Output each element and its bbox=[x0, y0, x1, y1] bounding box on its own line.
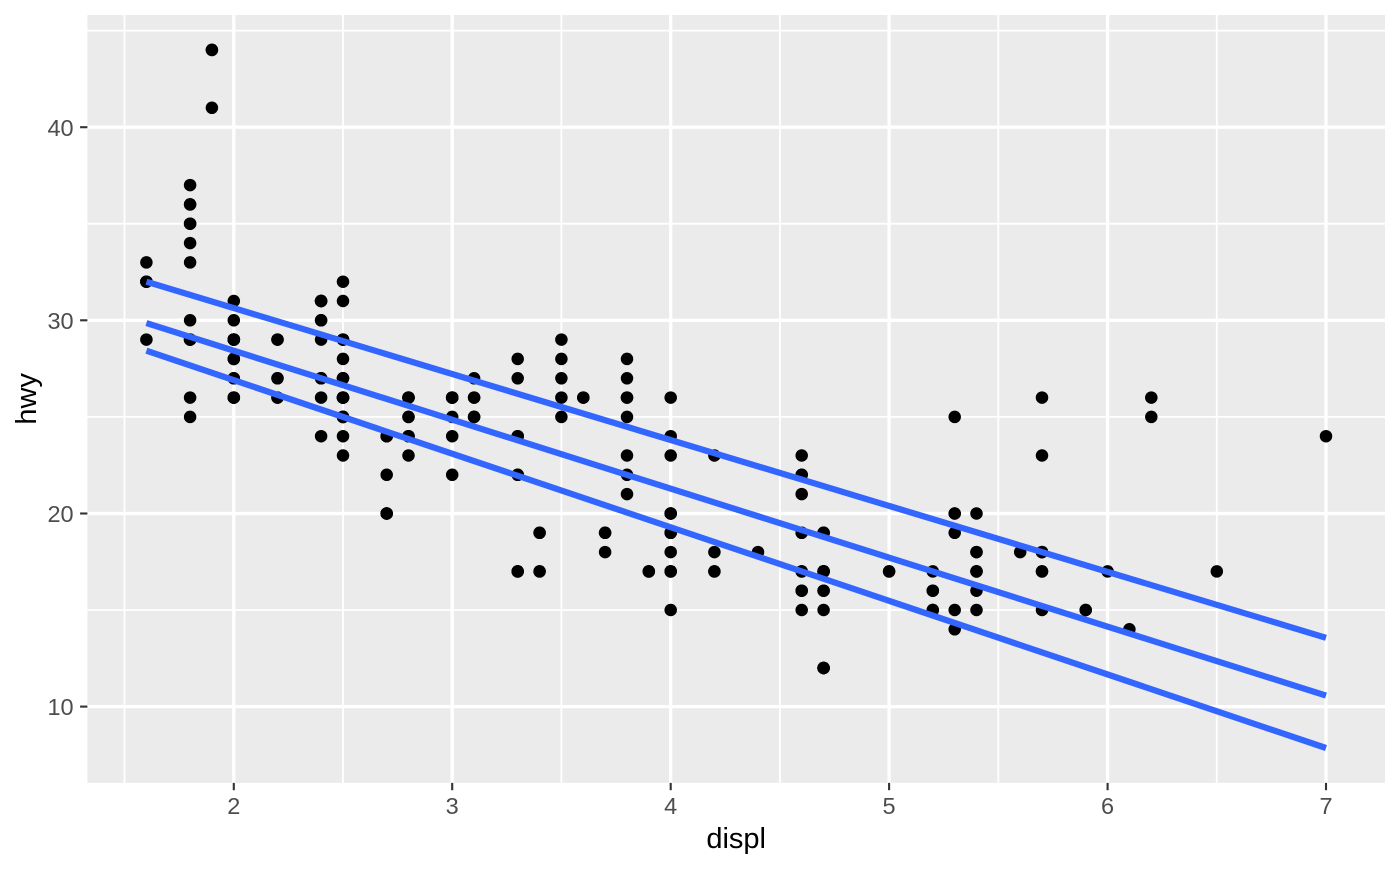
svg-text:30: 30 bbox=[47, 308, 73, 334]
svg-text:5: 5 bbox=[883, 793, 896, 819]
svg-text:3: 3 bbox=[446, 793, 459, 819]
svg-text:40: 40 bbox=[47, 115, 73, 141]
svg-text:2: 2 bbox=[227, 793, 240, 819]
svg-text:6: 6 bbox=[1101, 793, 1114, 819]
svg-text:4: 4 bbox=[664, 793, 677, 819]
svg-text:7: 7 bbox=[1319, 793, 1332, 819]
svg-text:displ: displ bbox=[706, 823, 766, 855]
svg-text:hwy: hwy bbox=[11, 373, 43, 425]
svg-text:10: 10 bbox=[47, 694, 73, 720]
svg-text:20: 20 bbox=[47, 501, 73, 527]
